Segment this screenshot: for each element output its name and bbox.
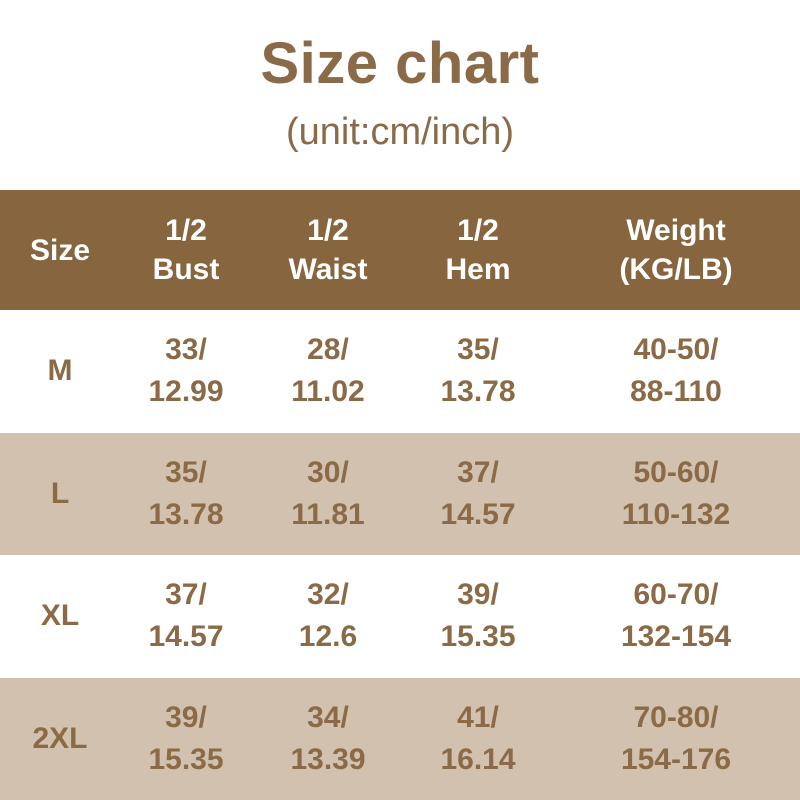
page-title: Size chart	[260, 31, 540, 96]
cell-2xl-bust: 39/ 15.35	[148, 700, 224, 776]
cell-l-hem: 37/ 14.57	[440, 455, 516, 531]
cell-m-bust: 33/ 12.99	[148, 333, 224, 409]
cell-xl-hem: 39/ 15.35	[440, 578, 516, 654]
table-header-row: Size 1/2 Bust 1/2 Waist 1/2 Hem Weight (…	[0, 190, 800, 310]
cell-m-size: M	[47, 354, 73, 388]
cell-xl-bust: 37/ 14.57	[148, 578, 224, 654]
table-row-l: L 35/ 13.78 30/ 11.81 37/ 14.57 50-60/ 1…	[0, 432, 800, 555]
cell-m-hem: 35/ 13.78	[440, 333, 516, 409]
table-row-xl: XL 37/ 14.57 32/ 12.6 39/ 15.35 60-70/ 1…	[0, 555, 800, 678]
cell-2xl-waist: 34/ 13.39	[290, 700, 366, 776]
cell-l-waist: 30/ 11.81	[291, 455, 365, 531]
table-row-2xl: 2XL 39/ 15.35 34/ 13.39 41/ 16.14 70-80/…	[0, 677, 800, 800]
header-hem: 1/2 Hem	[445, 214, 511, 286]
table-row-m: M 33/ 12.99 28/ 11.02 35/ 13.78 40-50/ 8…	[0, 310, 800, 433]
header-bust: 1/2 Bust	[152, 214, 220, 286]
header-waist: 1/2 Waist	[288, 214, 368, 286]
size-table: Size 1/2 Bust 1/2 Waist 1/2 Hem Weight (…	[0, 190, 800, 800]
cell-m-weight: 40-50/ 88-110	[630, 333, 722, 409]
header-weight: Weight (KG/LB)	[619, 214, 733, 286]
header-size: Size	[29, 233, 91, 267]
cell-l-bust: 35/ 13.78	[148, 455, 224, 531]
cell-xl-size: XL	[40, 599, 80, 633]
cell-2xl-hem: 41/ 16.14	[440, 700, 516, 776]
cell-m-waist: 28/ 11.02	[291, 333, 365, 409]
cell-2xl-weight: 70-80/ 154-176	[620, 700, 732, 776]
cell-2xl-size: 2XL	[32, 721, 88, 755]
title-block: Size chart (unit:cm/inch)	[0, 0, 800, 190]
cell-l-size: L	[50, 476, 70, 510]
cell-l-weight: 50-60/ 110-132	[621, 455, 731, 531]
unit-note: (unit:cm/inch)	[285, 110, 515, 153]
cell-xl-waist: 32/ 12.6	[298, 578, 358, 654]
cell-xl-weight: 60-70/ 132-154	[620, 578, 732, 654]
